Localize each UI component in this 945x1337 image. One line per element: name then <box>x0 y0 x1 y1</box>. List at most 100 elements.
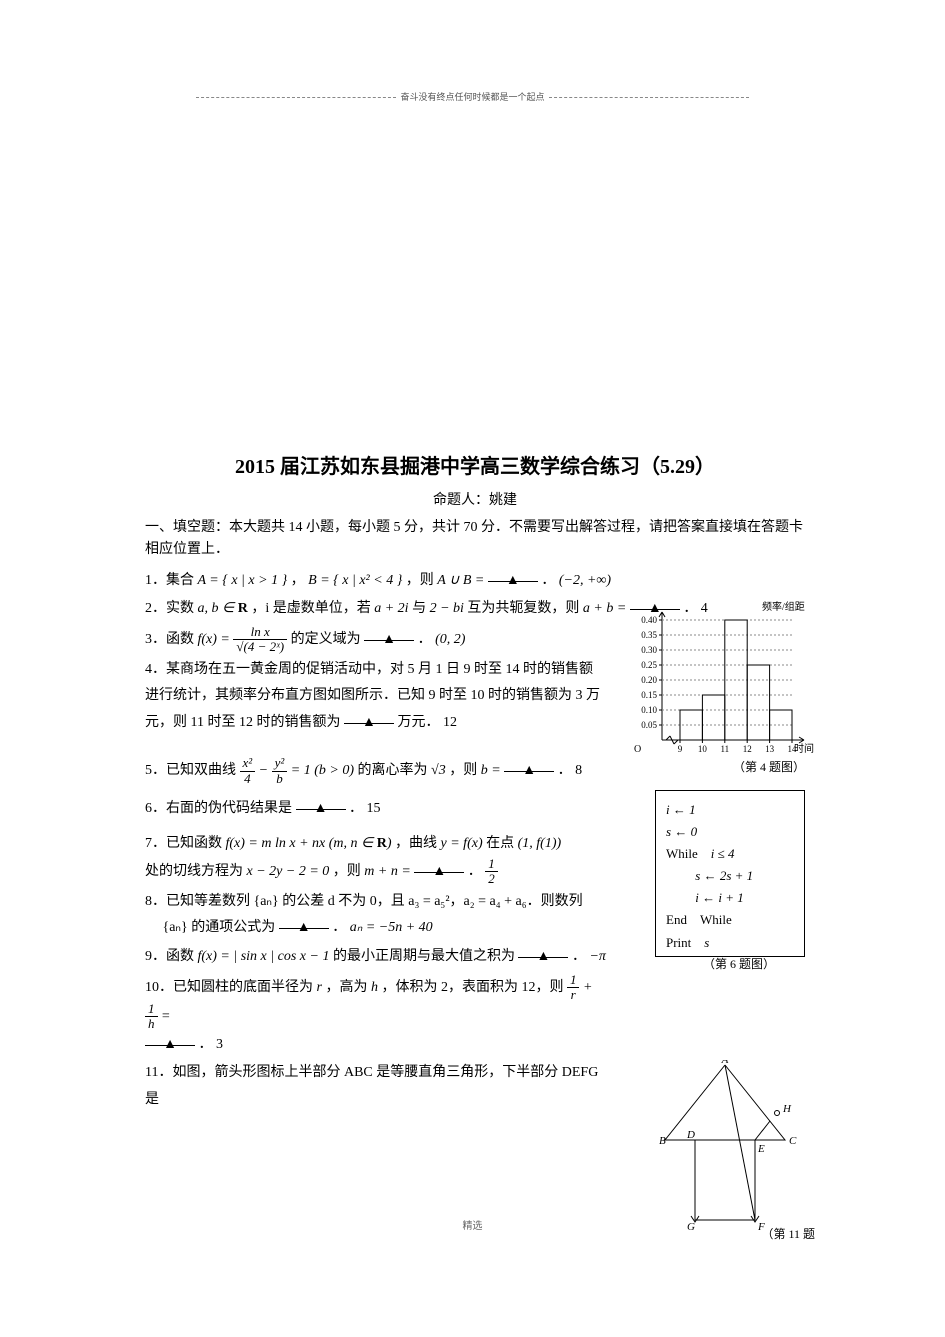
histogram-figure: 0.050.100.150.200.250.300.350.4091011121… <box>620 600 815 760</box>
svg-text:0.10: 0.10 <box>641 705 657 715</box>
blank-mark: ▲ <box>382 627 396 654</box>
q3-mid: 的定义域为 <box>291 632 365 647</box>
svg-text:E: E <box>757 1143 765 1155</box>
q10-f1d: r <box>567 988 580 1002</box>
q3-frac-n: ln x <box>233 625 287 640</box>
q5-mid: 的离心率为 <box>358 763 432 778</box>
q8-blank: ▲ <box>279 915 329 929</box>
q5-frac1: x² 4 <box>240 756 256 786</box>
blank-mark: ▲ <box>522 758 536 785</box>
q7-paren: (m, n ∈ R) <box>329 836 392 851</box>
histogram-caption: （第 4 题图） <box>733 758 805 775</box>
svg-text:时间: 时间 <box>794 742 814 755</box>
q10-plus: + <box>583 980 592 995</box>
pseudocode-caption: （第 6 题图） <box>703 955 775 972</box>
q7-ans: 1 2 <box>485 857 498 887</box>
q2-mid3: 互为共轭复数，则 <box>467 601 583 616</box>
blank-mark: ▲ <box>506 568 520 595</box>
q6-pre: 6．右面的伪代码结果是 <box>145 801 296 816</box>
svg-text:0.25: 0.25 <box>641 660 657 670</box>
q8-line2pre: {aₙ} 的通项公式为 <box>145 920 279 935</box>
q7-pre: 7．已知函数 <box>145 836 226 851</box>
svg-text:0.35: 0.35 <box>641 630 657 640</box>
page-footer: 精选 <box>0 1217 945 1232</box>
q1-setB: B = { x | x² < 4 } <box>308 573 402 588</box>
svg-text:D: D <box>686 1129 695 1141</box>
blank-mark: ▲ <box>537 944 551 971</box>
code-l1b: ← 1 <box>670 802 696 817</box>
q7-then: ，则 <box>333 864 365 879</box>
q10-mid2: ，体积为 2，表面积为 12，则 <box>381 980 567 995</box>
blank-mark: ▲ <box>314 796 328 823</box>
q5-f1n: x² <box>240 756 256 771</box>
svg-text:0.40: 0.40 <box>641 615 657 625</box>
svg-text:B: B <box>659 1135 666 1147</box>
q10-eq: = <box>161 1009 170 1024</box>
q5-eq: = 1 (b > 0) <box>291 763 354 778</box>
q4-post: 万元． 12 <box>397 715 457 730</box>
q5-post: ． 8 <box>558 763 583 778</box>
q5-blank: ▲ <box>504 758 554 772</box>
code-l2: s ← 0 <box>666 821 794 843</box>
code-l3: While i ≤ 4 <box>666 843 794 865</box>
svg-text:11: 11 <box>720 744 729 754</box>
q10-post: ． 3 <box>199 1037 224 1052</box>
q10-f2: 1 h <box>145 1002 158 1032</box>
q2-pre: 2．实数 <box>145 601 198 616</box>
q10-f1: 1 r <box>567 973 580 1003</box>
q10-f2d: h <box>145 1017 158 1031</box>
code-l5: i ← i + 1 <box>666 887 794 909</box>
q10-blank: ▲ <box>145 1032 195 1046</box>
q7-mid2: 在点 <box>486 836 518 851</box>
page-content: 2015 届江苏如东县掘港中学高三数学综合练习（5.29） 命题人：姚建 一、填… <box>145 450 805 1115</box>
histogram-svg: 0.050.100.150.200.250.300.350.4091011121… <box>620 600 815 775</box>
q3-frac-d: √(4 − 2ˣ) <box>233 640 287 654</box>
q5-then: ，则 <box>449 763 481 778</box>
arrow-figure: A B C D E F G H （第 11 题 <box>655 1060 815 1240</box>
q5-minus: − <box>259 763 272 778</box>
q3-post: ． <box>418 632 432 647</box>
q7-ans-d: 2 <box>485 872 498 886</box>
svg-text:0.05: 0.05 <box>641 720 657 730</box>
code-l1: i ← 1 <box>666 799 794 821</box>
q1-setA: A = { x | x > 1 } <box>198 573 288 588</box>
q5-bexpr: b = <box>481 763 501 778</box>
q2-c2: 2 − bi <box>430 601 464 616</box>
q3-ans: (0, 2) <box>435 632 465 647</box>
q7-mid1: ，曲线 <box>395 836 441 851</box>
q5-pre: 5．已知双曲线 <box>145 763 240 778</box>
q5-f2d: b <box>272 772 288 786</box>
q10-r: r <box>317 980 322 995</box>
q1-mid1: ， <box>291 573 305 588</box>
doc-title: 2015 届江苏如东县掘港中学高三数学综合练习（5.29） <box>145 450 805 479</box>
q7-fx: f(x) = m ln x + nx <box>226 836 326 851</box>
code-l4: s ← 2s + 1 <box>666 865 794 887</box>
q5-frac2: y² b <box>272 756 288 786</box>
q3-frac: ln x √(4 − 2ˣ) <box>233 625 287 655</box>
svg-text:12: 12 <box>743 744 752 754</box>
q1-expr: A ∪ B = <box>437 573 484 588</box>
q1-pre: 1．集合 <box>145 573 198 588</box>
svg-text:C: C <box>789 1135 797 1147</box>
svg-text:H: H <box>782 1103 792 1115</box>
pseudocode-figure: i ← 1 s ← 0 While i ≤ 4 s ← 2s + 1 i ← i… <box>655 790 805 957</box>
q7-tang: x − 2y − 2 = 0 <box>247 864 330 879</box>
question-1: 1．集合 A = { x | x > 1 } ， B = { x | x² < … <box>145 568 805 595</box>
q6-blank: ▲ <box>296 796 346 810</box>
q9-mid: 的最小正周期与最大值之积为 <box>333 949 519 964</box>
q2-mid2: 与 <box>412 601 430 616</box>
question-10: 10．已知圆柱的底面半径为 r ，高为 h ，体积为 2，表面积为 12，则 1… <box>145 973 805 1059</box>
blank-mark: ▲ <box>362 710 376 737</box>
q1-post: ． <box>541 573 555 588</box>
q10-mid1: ，高为 <box>325 980 371 995</box>
svg-text:A: A <box>721 1060 729 1066</box>
q10-h: h <box>371 980 378 995</box>
blank-mark: ▲ <box>163 1032 177 1059</box>
q7-ans-n: 1 <box>485 857 498 872</box>
q4-blank: ▲ <box>344 710 394 724</box>
q2-mid1: ，i 是虚数单位，若 <box>251 601 374 616</box>
q3-fx: f(x) = <box>198 632 230 647</box>
q3-blank: ▲ <box>364 627 414 641</box>
svg-text:10: 10 <box>698 744 708 754</box>
q3-pre: 3．函数 <box>145 632 198 647</box>
